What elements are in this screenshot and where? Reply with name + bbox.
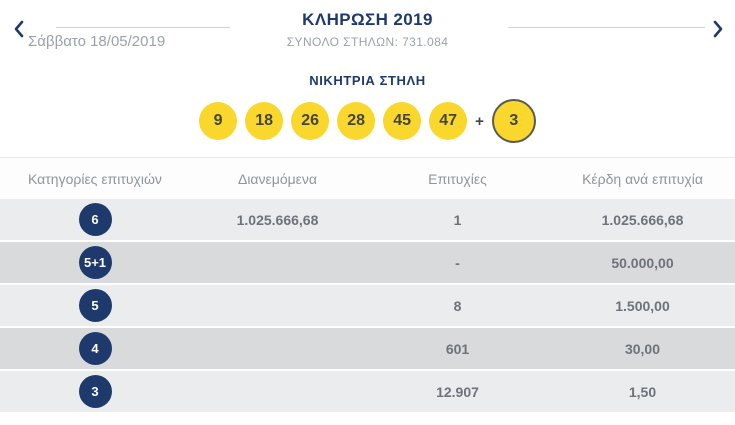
winning-number-ball: 45 [383, 102, 422, 140]
table-row: 3 12.907 1,50 [0, 371, 735, 414]
table-row: 5+1 - 50.000,00 [0, 242, 735, 285]
winning-numbers: 9 18 26 28 45 47 + 3 [0, 98, 735, 144]
wins-cell: 12.907 [436, 383, 479, 400]
winning-number-ball: 28 [337, 102, 376, 140]
winning-column-label: ΝΙΚΗΤΡΙΑ ΣΤΗΛΗ [309, 73, 426, 88]
draw-title: ΚΛΗΡΩΣΗ 2019 [302, 10, 433, 29]
chevron-left-icon [13, 20, 25, 38]
category-badge: 5 [78, 289, 112, 322]
prize-cell: 1.500,00 [615, 297, 670, 314]
wins-cell: 8 [453, 297, 462, 314]
wins-cell: - [455, 254, 460, 271]
category-badge: 4 [78, 332, 112, 365]
right-divider-line [508, 27, 705, 28]
plus-sign: + [475, 112, 484, 130]
category-badge: 6 [78, 203, 112, 236]
draw-navigation: ΚΛΗΡΩΣΗ 2019 ΣΥΝΟΛΟ ΣΤΗΛΩΝ: 731.084 Σάββ… [0, 0, 735, 62]
table-header-row: Κατηγορίες επιτυχιών Διανεμόμενα Επιτυχί… [0, 158, 735, 199]
header-categories: Κατηγορίες επιτυχιών [28, 170, 162, 187]
prize-cell: 50.000,00 [611, 254, 674, 271]
winning-number-ball: 47 [429, 102, 468, 140]
table-row: 5 8 1.500,00 [0, 285, 735, 328]
category-badge: 3 [78, 375, 112, 408]
draw-date: Σάββατο 18/05/2019 [28, 33, 166, 50]
left-divider-line [56, 27, 230, 28]
previous-draw-button[interactable] [8, 17, 30, 41]
chevron-right-icon [712, 20, 724, 38]
winning-column-section: ΝΙΚΗΤΡΙΑ ΣΤΗΛΗ 9 18 26 28 45 47 + 3 [0, 62, 735, 144]
prize-cell: 1.025.666,68 [601, 211, 684, 228]
category-badge: 5+1 [78, 246, 112, 279]
joker-number-ball: 3 [491, 99, 536, 143]
results-table-body: 6 1.025.666,68 1 1.025.666,68 5+1 - 50.0… [0, 199, 735, 414]
header-distributed: Διανεμόμενα [237, 170, 318, 187]
wins-cell: 601 [445, 340, 470, 357]
winning-number-ball: 26 [291, 102, 330, 140]
table-row: 4 601 30,00 [0, 328, 735, 371]
winning-number-ball: 18 [245, 102, 284, 140]
header-prize: Κέρδη ανά επιτυχία [582, 170, 703, 187]
distributed-cell: 1.025.666,68 [236, 211, 319, 228]
total-columns-label: ΣΥΝΟΛΟ ΣΤΗΛΩΝ: 731.084 [286, 35, 449, 49]
results-table: Κατηγορίες επιτυχιών Διανεμόμενα Επιτυχί… [0, 157, 735, 414]
wins-cell: 1 [453, 211, 462, 228]
prize-cell: 30,00 [624, 340, 661, 357]
header-wins: Επιτυχίες [428, 170, 487, 187]
prize-cell: 1,50 [628, 383, 657, 400]
table-row: 6 1.025.666,68 1 1.025.666,68 [0, 199, 735, 242]
winning-number-ball: 9 [199, 102, 238, 140]
next-draw-button[interactable] [707, 17, 729, 41]
